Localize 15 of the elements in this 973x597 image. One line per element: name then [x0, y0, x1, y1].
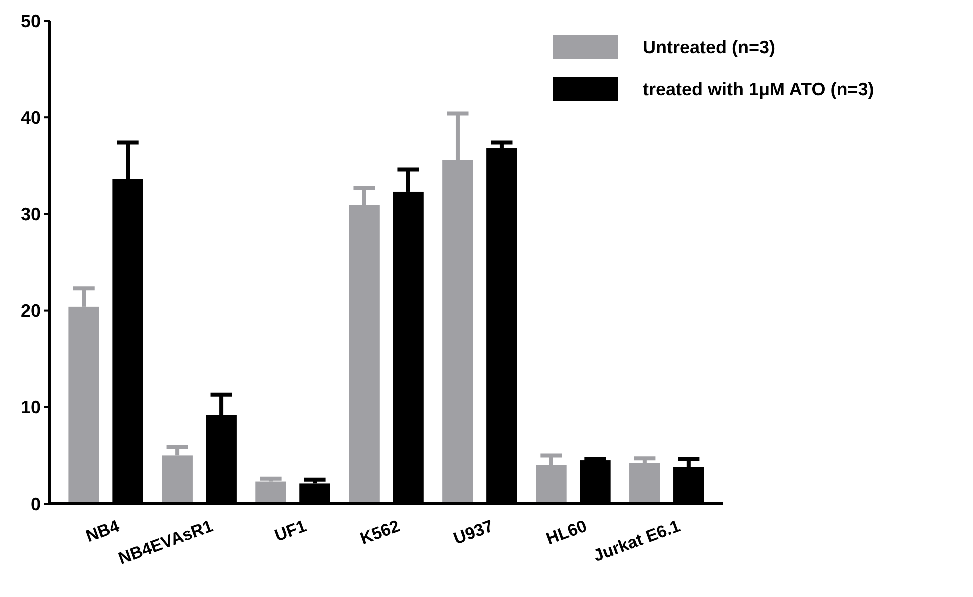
y-tick-label: 10: [20, 398, 41, 418]
x-tick-label: HL60: [544, 516, 590, 549]
y-tick-label: 40: [20, 108, 41, 128]
y-tick-label: 30: [20, 204, 41, 224]
y-tick-label: 50: [20, 11, 41, 32]
y-tick-label: 0: [30, 494, 41, 514]
x-tick-label: NB4: [84, 516, 123, 546]
x-tick-label: K562: [358, 516, 403, 548]
y-tick-label: 20: [20, 301, 41, 322]
x-tick-label: Jurkat E6.1: [591, 516, 683, 566]
legend-label: treated with 1μM ATO (n=3): [643, 79, 874, 100]
x-tick-label: UF1: [272, 516, 310, 546]
legend-label: Untreated (n=3): [643, 37, 776, 58]
x-tick-label: U937: [451, 516, 496, 548]
bar: [630, 463, 660, 504]
